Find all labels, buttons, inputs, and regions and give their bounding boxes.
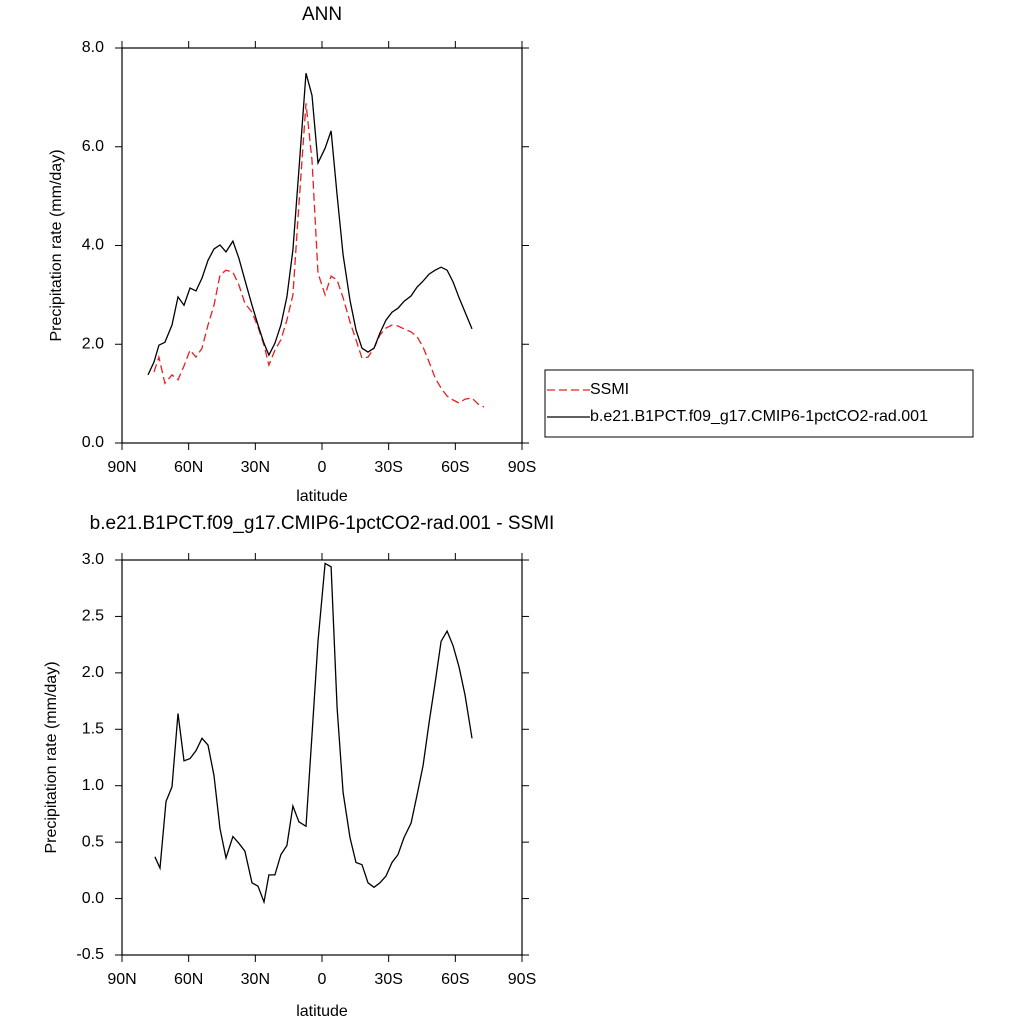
x-tick-label: 90S [508, 459, 536, 476]
data-line [153, 103, 485, 408]
legend-label: SSMI [590, 381, 629, 398]
y-tick-label: 6.0 [82, 138, 104, 155]
y-axis-label: Precipitation rate (mm/day) [48, 149, 65, 341]
legend-box [544, 369, 974, 438]
data-line [147, 73, 473, 376]
x-tick-label: 0 [318, 971, 327, 988]
plot-frame [121, 47, 523, 444]
y-tick-label: -0.5 [76, 946, 104, 963]
x-tick-label: 30S [374, 971, 402, 988]
x-axis-label: latitude [296, 1003, 348, 1020]
plot-frame [121, 559, 523, 956]
y-tick-label: 1.5 [82, 721, 104, 738]
y-tick-label: 2.0 [82, 664, 104, 681]
x-tick-label: 60N [174, 459, 203, 476]
y-tick-label: 2.5 [82, 608, 104, 625]
x-tick-label: 90N [107, 971, 136, 988]
x-tick-label: 30N [241, 971, 270, 988]
x-tick-label: 60N [174, 971, 203, 988]
y-tick-label: 0.0 [82, 890, 104, 907]
y-tick-label: 0.0 [82, 434, 104, 451]
x-tick-label: 0 [318, 459, 327, 476]
x-tick-label: 90N [107, 459, 136, 476]
x-axis-label: latitude [296, 488, 348, 505]
y-tick-label: 0.5 [82, 833, 104, 850]
chart-title: ANN [302, 4, 342, 25]
y-axis-label: Precipitation rate (mm/day) [43, 661, 60, 853]
legend-label: b.e21.B1PCT.f09_g17.CMIP6-1pctCO2-rad.00… [590, 408, 928, 425]
y-tick-label: 2.0 [82, 335, 104, 352]
y-tick-label: 1.0 [82, 777, 104, 794]
x-tick-label: 30N [241, 459, 270, 476]
x-tick-label: 60S [441, 459, 469, 476]
x-tick-label: 30S [374, 459, 402, 476]
data-line [154, 562, 473, 905]
x-tick-label: 90S [508, 971, 536, 988]
y-tick-label: 3.0 [82, 551, 104, 568]
chart-title: b.e21.B1PCT.f09_g17.CMIP6-1pctCO2-rad.00… [90, 513, 555, 534]
y-tick-label: 8.0 [82, 39, 104, 56]
y-tick-label: 4.0 [82, 237, 104, 254]
x-tick-label: 60S [441, 971, 469, 988]
